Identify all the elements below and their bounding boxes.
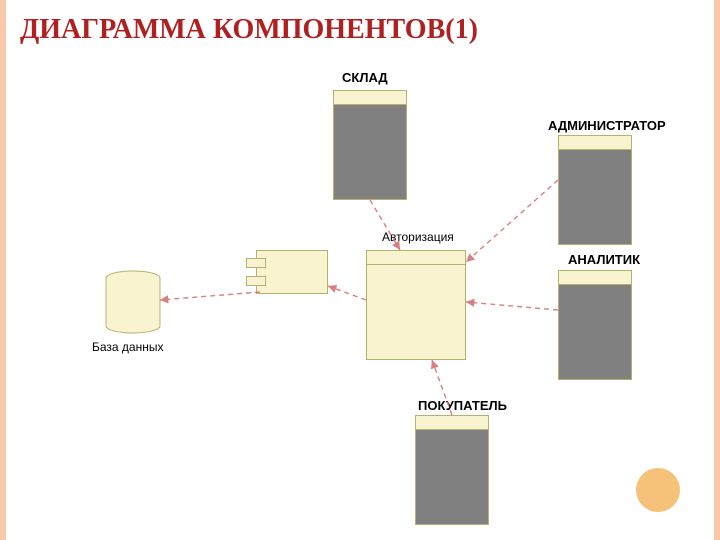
- node-band: [367, 251, 465, 265]
- component-tab: [246, 276, 266, 286]
- node-band: [559, 136, 631, 150]
- label-db: База данных: [92, 340, 163, 354]
- label-buyer: ПОКУПАТЕЛЬ: [418, 398, 507, 413]
- node-band: [334, 91, 406, 105]
- node-database: [105, 270, 161, 334]
- label-analyst: АНАЛИТИК: [568, 252, 640, 267]
- node-admin: [558, 135, 632, 245]
- accent-circle: [636, 468, 680, 512]
- node-component: [256, 250, 328, 294]
- slide-border-right: [714, 0, 720, 540]
- node-analyst: [558, 270, 632, 380]
- node-auth: [366, 250, 466, 360]
- label-auth: Авторизация: [382, 230, 454, 244]
- node-sklad: [333, 90, 407, 200]
- node-band: [416, 416, 488, 430]
- label-admin: АДМИНИСТРАТОР: [548, 118, 666, 133]
- node-band: [559, 271, 631, 285]
- page-title: ДИАГРАММА КОМПОНЕНТОВ(1): [20, 14, 478, 46]
- component-tab: [246, 258, 266, 268]
- slide-border-left: [0, 0, 6, 540]
- label-sklad: СКЛАД: [342, 70, 388, 85]
- node-buyer: [415, 415, 489, 525]
